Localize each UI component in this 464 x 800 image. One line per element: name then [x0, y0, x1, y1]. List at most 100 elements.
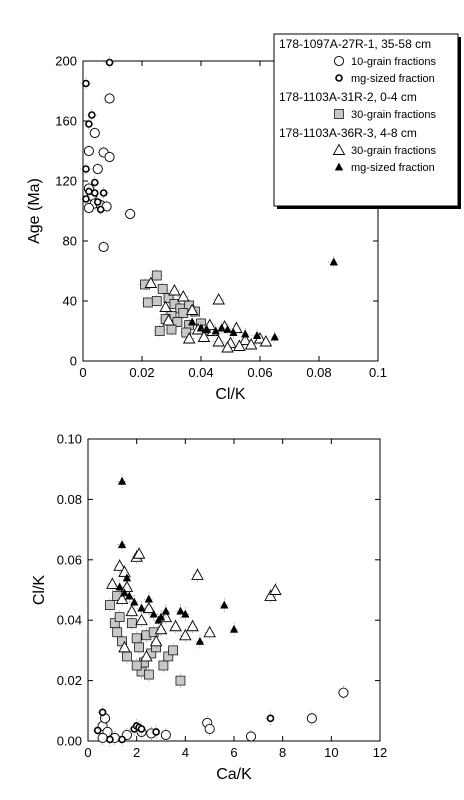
data-point [118, 735, 126, 744]
x-tick-label: 4 [182, 745, 189, 760]
data-point [197, 330, 211, 342]
data-point [204, 723, 215, 734]
y-tick-label: 0.06 [57, 552, 82, 567]
data-point [82, 79, 90, 88]
chart-cl-k-vs-ca-k: 0 2 4 6 8 10 12 0.00 0.02 0.04 0.06 0.08 0.10 Ca/K Cl/… [31, 432, 387, 784]
data-point [82, 165, 90, 173]
data-point [105, 600, 115, 610]
legend-entry-label: 30-grain fractions [351, 145, 436, 157]
data-point [163, 651, 174, 662]
data-point [144, 276, 158, 288]
legend-box [273, 33, 459, 207]
data-point [259, 335, 273, 347]
x-tick-label: 0.02 [129, 365, 154, 380]
data-points [92, 474, 349, 747]
data-point [99, 189, 108, 197]
data-point [160, 729, 171, 741]
data-point [106, 577, 119, 589]
data-point [245, 731, 257, 742]
y-tick-label: 0.00 [57, 734, 82, 749]
legend-group-title: 178-1103A-31R-2, 0-4 cm [279, 90, 417, 104]
data-point [163, 293, 174, 303]
data-point [106, 735, 114, 744]
data-point [91, 178, 99, 187]
data-point [338, 687, 349, 698]
data-point [125, 604, 139, 617]
data-point [202, 324, 212, 333]
data-point [89, 127, 100, 139]
data-point [221, 341, 234, 353]
data-point [233, 339, 246, 351]
data-point [195, 636, 205, 645]
legend-group-title: 178-1103A-36R-3, 4-8 cm [279, 126, 417, 140]
data-point [168, 645, 179, 656]
chart-age-vs-cl-k: 0 0.02 0.04 0.06 0.08 0.1 0 40 80 120 160 200 Cl/K Ag… [26, 33, 461, 403]
x-tick-label: 2 [133, 745, 140, 760]
data-points [79, 56, 340, 354]
y-axis-label: Cl/K [31, 575, 48, 606]
data-point [135, 613, 148, 626]
y-tick-label: 0.04 [57, 613, 82, 628]
data-point [105, 58, 114, 67]
data-point [88, 111, 96, 119]
legend: 178-1097A-27R-1, 35-58 cm 10-grain fracti… [273, 33, 461, 209]
data-point [85, 120, 93, 128]
data-point [142, 601, 156, 614]
data-point [175, 675, 186, 686]
legend-marker-open-circle-bold [335, 74, 343, 82]
x-tick-label: 0.08 [306, 365, 331, 380]
data-point [176, 606, 185, 615]
data-point [168, 284, 181, 296]
data-point [185, 303, 199, 315]
legend-marker-open-circle-large [333, 55, 345, 67]
data-point [149, 609, 158, 618]
plot-frame [82, 60, 379, 362]
data-point [191, 568, 204, 580]
data-point [131, 633, 142, 644]
data-point [114, 612, 125, 623]
data-point [118, 640, 131, 653]
data-point [112, 627, 123, 638]
data-point [159, 300, 172, 312]
data-point [120, 580, 134, 592]
legend-marker-gray-square [334, 109, 344, 119]
data-point [169, 619, 182, 632]
data-point [181, 609, 190, 618]
data-point [212, 293, 225, 305]
x-axis-label: Ca/K [216, 766, 252, 783]
y-tick-label: 120 [55, 174, 77, 189]
data-point [152, 728, 160, 736]
data-point [122, 573, 132, 582]
data-point [244, 338, 258, 350]
data-point [196, 323, 206, 332]
data-point [211, 326, 220, 335]
data-point [151, 270, 162, 281]
data-point [92, 163, 103, 175]
x-tick-label: 8 [279, 745, 286, 760]
data-point [158, 660, 169, 671]
x-axis-label: Cl/K [215, 386, 246, 403]
data-point [162, 314, 175, 326]
data-point [104, 151, 115, 163]
series-open-circle-bold [92, 705, 276, 747]
y-tick-label: 0.08 [57, 492, 82, 507]
data-point [125, 591, 134, 600]
data-point [143, 669, 154, 680]
data-point [117, 476, 127, 485]
y-tick-label: 200 [55, 54, 77, 69]
data-point [179, 628, 192, 641]
data-point [83, 202, 94, 214]
series-open-triangle [106, 546, 282, 664]
data-point [93, 198, 102, 206]
data-point [122, 651, 132, 662]
x-tick-label: 0.04 [188, 365, 213, 380]
x-tick-label: 6 [230, 745, 237, 760]
legend-entry-label: 10-grain fractions [351, 56, 436, 68]
data-point [98, 708, 107, 717]
y-tick-label: 0 [70, 354, 77, 369]
data-point [269, 583, 282, 595]
data-point [137, 603, 146, 612]
data-point [306, 713, 317, 724]
data-point [91, 189, 99, 197]
data-point [130, 597, 139, 606]
